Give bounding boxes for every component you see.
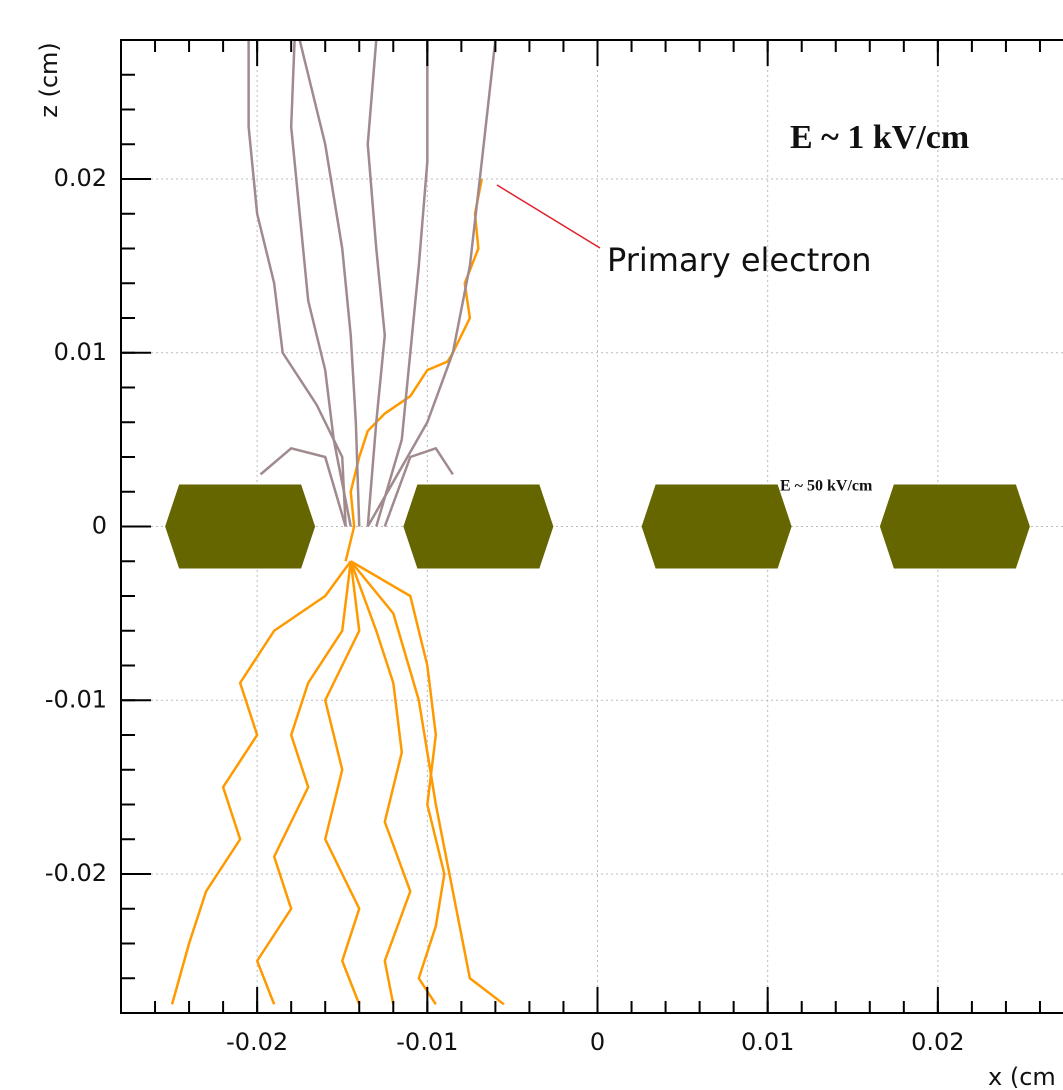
track <box>259 447 347 527</box>
track <box>350 560 446 1005</box>
x-tick-label: 0.01 <box>741 1028 794 1056</box>
y-axis-label: z (cm) <box>35 42 63 118</box>
y-tick-label: -0.02 <box>45 859 107 887</box>
annotation: E ~ 50 kV/cm <box>780 478 873 495</box>
y-tick-label: 0.01 <box>54 338 107 366</box>
electrode <box>641 484 792 569</box>
track <box>289 39 352 527</box>
x-tick-label: -0.01 <box>396 1028 458 1056</box>
annotation: E ~ 1 kV/cm <box>790 119 969 156</box>
track <box>383 447 454 527</box>
y-tick-label: 0 <box>92 512 107 540</box>
track <box>366 39 497 528</box>
track <box>344 178 484 562</box>
electrode <box>879 484 1030 569</box>
track <box>366 39 387 527</box>
annotation-pointer <box>496 184 601 249</box>
track <box>170 560 352 1005</box>
y-tick-label: -0.01 <box>45 685 107 713</box>
track <box>247 40 347 527</box>
y-tick-label: 0.02 <box>54 164 107 192</box>
track <box>298 39 361 527</box>
x-tick-label: 0.02 <box>911 1028 964 1056</box>
track <box>255 561 352 1005</box>
x-tick-label: 0 <box>590 1028 605 1056</box>
track <box>375 40 429 527</box>
x-tick-label: -0.02 <box>226 1028 288 1056</box>
track <box>349 560 505 1006</box>
electrode <box>403 484 554 569</box>
annotation: Primary electron <box>607 241 872 279</box>
track <box>323 561 361 1005</box>
plot-area <box>120 39 1063 1014</box>
track <box>349 560 412 1005</box>
electrode <box>165 484 316 569</box>
x-axis-label: x (cm <box>988 1063 1056 1090</box>
